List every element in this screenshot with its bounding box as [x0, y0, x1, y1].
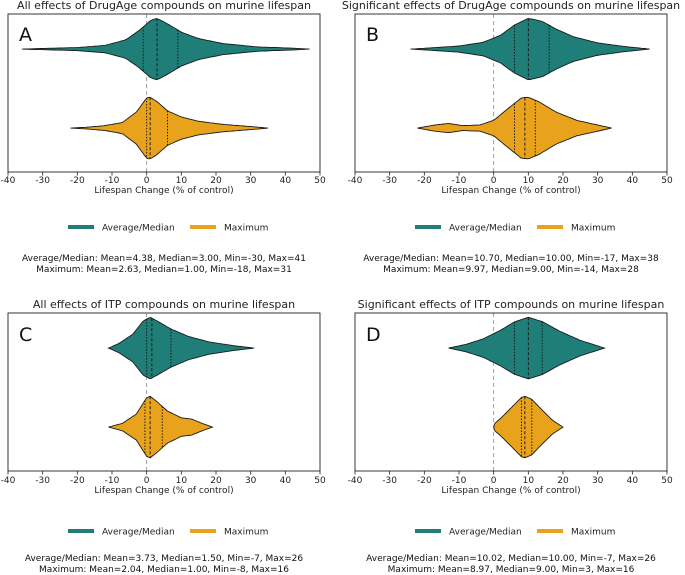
legend-label: Maximum	[571, 528, 615, 538]
x-tick-label: 40	[280, 476, 292, 486]
violin-body	[448, 316, 607, 380]
x-axis-label: Lifespan Change (% of control)	[94, 186, 233, 196]
x-tick-label: -10	[452, 176, 467, 186]
legend-label: Average/Median	[449, 528, 522, 538]
legend: Average/Median Maximum	[68, 528, 268, 538]
x-tick-label: -40	[348, 476, 363, 486]
x-tick-label: -30	[382, 176, 397, 186]
plot-frame	[354, 13, 668, 173]
x-tick-label: 10	[176, 176, 188, 186]
x-tick-label: -20	[70, 176, 85, 186]
summary-stats-line: Maximum: Mean=2.63, Median=1.00, Min=-18…	[36, 265, 292, 275]
x-tick-label: -10	[452, 476, 467, 486]
plot-frame	[354, 312, 668, 472]
legend-label: Maximum	[224, 528, 268, 538]
legend-label: Average/Median	[449, 224, 522, 234]
x-tick-label: -10	[105, 476, 120, 486]
x-tick-label: -40	[1, 476, 16, 486]
violin-average-median	[21, 18, 310, 81]
violin-maximum	[493, 395, 564, 459]
legend-label: Average/Median	[102, 528, 175, 538]
x-axis-label: Lifespan Change (% of control)	[94, 486, 233, 496]
x-tick-label: 30	[245, 476, 257, 486]
legend: Average/Median Maximum	[415, 528, 615, 538]
violin-average-median	[410, 18, 650, 80]
x-tick-label: -40	[1, 176, 16, 186]
x-tick-label: 30	[592, 476, 604, 486]
x-tick-label: 10	[523, 176, 535, 186]
violin-maximum	[417, 96, 612, 160]
x-tick-label: 20	[557, 176, 569, 186]
x-tick-label: 20	[210, 176, 222, 186]
legend-label: Maximum	[224, 224, 268, 234]
chart-title: All effects of DrugAge compounds on muri…	[17, 0, 311, 12]
x-axis-label: Lifespan Change (% of control)	[441, 486, 580, 496]
x-tick-label: 30	[245, 176, 257, 186]
violin-average-median	[107, 317, 255, 380]
x-tick-label: -30	[382, 476, 397, 486]
x-tick-label: 0	[491, 476, 497, 486]
legend-label: Average/Median	[102, 224, 175, 234]
violin-maximum	[108, 395, 214, 459]
x-tick-label: -20	[417, 176, 432, 186]
violin-body	[410, 18, 650, 80]
x-tick-label: -30	[35, 176, 50, 186]
violin-body	[70, 96, 269, 160]
x-tick-label: 0	[144, 176, 150, 186]
panel-letter: A	[19, 24, 32, 46]
x-tick-label: -20	[70, 476, 85, 486]
panel-letter: D	[366, 324, 381, 346]
plot-frame	[7, 13, 321, 173]
summary-stats-line: Average/Median: Mean=10.02, Median=10.00…	[366, 554, 656, 564]
x-tick-label: 0	[491, 176, 497, 186]
panel-a: All effects of DrugAge compounds on muri…	[1, 0, 326, 275]
legend: Average/Median Maximum	[415, 224, 615, 234]
violin-average-median	[448, 316, 607, 380]
legend-label: Maximum	[571, 224, 615, 234]
chart-title: Significant effects of ITP compounds on …	[358, 298, 665, 311]
chart-title: Significant effects of DrugAge compounds…	[342, 0, 680, 12]
x-tick-label: 40	[280, 176, 292, 186]
summary-stats-line: Average/Median: Mean=3.73, Median=1.50, …	[25, 554, 304, 564]
x-tick-label: 30	[592, 176, 604, 186]
panel-letter: B	[366, 24, 379, 46]
panel-c: All effects of ITP compounds on murine l…	[1, 298, 326, 575]
x-tick-label: 0	[144, 476, 150, 486]
x-tick-label: -20	[417, 476, 432, 486]
summary-stats-line: Maximum: Mean=9.97, Median=9.00, Min=-14…	[383, 265, 639, 275]
x-tick-label: 10	[176, 476, 188, 486]
x-tick-label: 20	[210, 476, 222, 486]
violin-maximum	[70, 96, 269, 160]
x-tick-label: 50	[661, 476, 673, 486]
summary-stats-line: Maximum: Mean=2.04, Median=1.00, Min=-8,…	[39, 565, 289, 575]
x-tick-label: 10	[523, 476, 535, 486]
x-tick-label: 40	[627, 476, 639, 486]
violin-body	[21, 18, 310, 81]
summary-stats-line: Average/Median: Mean=10.70, Median=10.00…	[363, 254, 659, 264]
x-tick-label: -10	[105, 176, 120, 186]
violin-body	[107, 317, 255, 380]
x-tick-label: 50	[314, 476, 326, 486]
summary-stats-line: Maximum: Mean=8.97, Median=9.00, Min=3, …	[388, 565, 635, 575]
panel-letter: C	[19, 324, 32, 346]
x-tick-label: 20	[557, 476, 569, 486]
violin-body	[108, 395, 214, 459]
x-axis-label: Lifespan Change (% of control)	[441, 186, 580, 196]
plot-frame	[7, 312, 321, 472]
x-tick-label: 40	[627, 176, 639, 186]
summary-stats-line: Average/Median: Mean=4.38, Median=3.00, …	[22, 254, 306, 264]
x-tick-label: -30	[35, 476, 50, 486]
x-tick-label: 50	[661, 176, 673, 186]
chart-title: All effects of ITP compounds on murine l…	[33, 298, 295, 311]
legend: Average/Median Maximum	[68, 224, 268, 234]
x-tick-label: 50	[314, 176, 326, 186]
x-tick-label: -40	[348, 176, 363, 186]
panel-b: Significant effects of DrugAge compounds…	[342, 0, 680, 275]
panel-d: Significant effects of ITP compounds on …	[348, 298, 673, 575]
violin-body	[493, 395, 564, 459]
